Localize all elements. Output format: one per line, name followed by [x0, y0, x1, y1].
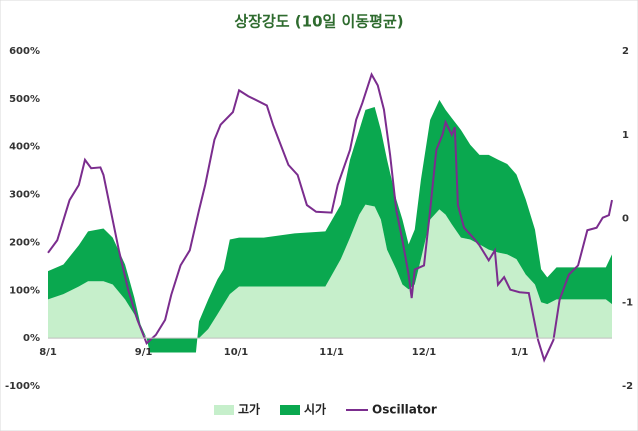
y-tick-label: 400%: [9, 142, 40, 153]
legend-swatch: [280, 405, 300, 415]
x-tick-label: 11/1: [319, 347, 344, 358]
y2-tick-label: -2: [622, 381, 633, 392]
x-tick-label: 12/1: [412, 347, 437, 358]
x-tick-label: 9/1: [135, 347, 153, 358]
area-high: [48, 204, 612, 339]
y2-tick-label: 2: [622, 46, 629, 57]
y2-tick-label: -1: [622, 297, 633, 308]
oscillator-line: [47, 71, 613, 363]
chart-title: 상장강도 (10일 이동평균): [234, 13, 403, 31]
y2-tick-label: 1: [622, 130, 629, 141]
y-tick-label: 0%: [23, 333, 40, 344]
y-tick-label: 500%: [9, 94, 40, 105]
y-tick-label: 100%: [9, 285, 40, 296]
y2-tick-label: 0: [622, 214, 629, 225]
y-tick-label: 200%: [9, 237, 40, 248]
area-open: [48, 99, 612, 353]
legend-label: 시가: [304, 402, 326, 417]
x-tick-label: 10/1: [224, 347, 249, 358]
x-tick-label: 1/1: [511, 347, 529, 358]
legend-label: 고가: [238, 402, 260, 417]
legend-swatch: [214, 405, 234, 415]
legend-label: Oscillator: [372, 403, 437, 417]
y-tick-label: 600%: [9, 46, 40, 57]
y-tick-label: 300%: [9, 190, 40, 201]
y-tick-label: -100%: [5, 381, 40, 392]
x-tick-label: 8/1: [39, 347, 57, 358]
